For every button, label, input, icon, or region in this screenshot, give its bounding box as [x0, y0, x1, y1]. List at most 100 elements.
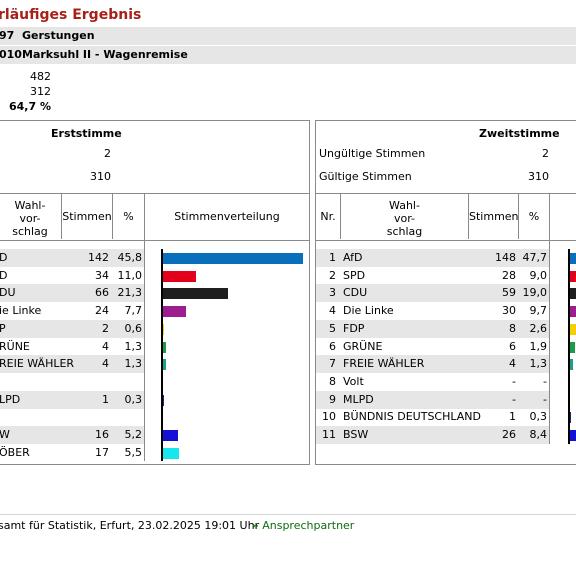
- erst-bar: [162, 323, 164, 335]
- erst-pct: 1,3: [124, 357, 143, 371]
- erst-pct: 45,8: [117, 251, 143, 264]
- zweit-party-name: BSW: [343, 428, 369, 441]
- zweit-nr: 7: [329, 357, 336, 371]
- zweit-row-bg: [316, 355, 550, 374]
- district-code: 010: [0, 48, 22, 61]
- erst-votes: 34: [95, 268, 109, 282]
- erst-party-name: ÖBER: [0, 445, 30, 459]
- zweit-party-name: CDU: [343, 286, 368, 300]
- zweit-party-name: Volt: [343, 374, 364, 388]
- zweit-col-nr: Nr.: [320, 210, 336, 223]
- stat-value-2: 312: [30, 85, 51, 98]
- zweit-valid-label: Gültige Stimmen: [319, 170, 412, 183]
- zweit-invalid-label: Ungültige Stimmen: [319, 147, 426, 160]
- erst-pct: 5,2: [124, 428, 143, 441]
- zweit-pct: 9,7: [529, 304, 548, 318]
- zweit-party-name: GRÜNE: [343, 339, 383, 353]
- erst-bar: [162, 288, 228, 300]
- erst-pct: 5,5: [124, 445, 143, 459]
- zweit-pct: 1,3: [529, 357, 548, 371]
- erst-votes: 2: [102, 321, 109, 335]
- erst-votes: 4: [102, 357, 109, 371]
- zweit-votes: -: [512, 374, 516, 388]
- turnout-value: 64,7 %: [9, 100, 51, 113]
- erst-pct: 7,7: [124, 304, 143, 318]
- zweit-nr: 9: [329, 392, 336, 406]
- erststimme-panel: Erststimme 2 310 Wahl-vor-schlag Stimmen…: [0, 120, 310, 465]
- zweit-nr: 3: [329, 286, 336, 300]
- erst-party-name: ie Linke: [0, 304, 42, 318]
- erst-party-name: REIE WÄHLER: [0, 357, 75, 371]
- zweit-votes: 8: [509, 321, 516, 335]
- zweit-bar: [569, 359, 573, 371]
- erst-bar-axis: [161, 249, 163, 462]
- zweit-party-name: AfD: [343, 251, 363, 264]
- zweit-table-header: Nr. Wahl-vor-schlag Stimmen %: [316, 193, 576, 241]
- zweit-row-bg: [316, 284, 550, 303]
- erst-party-name: D: [0, 267, 7, 285]
- zweit-party-name: FREIE WÄHLER: [343, 357, 425, 371]
- zweit-nr: 6: [329, 339, 336, 353]
- zweit-pct: 47,7: [522, 251, 548, 264]
- zweit-nr: 2: [329, 268, 336, 282]
- municipality-row: 97 Gerstungen: [0, 27, 576, 45]
- erst-votes: 142: [88, 251, 109, 264]
- zweit-col-pct: %: [528, 210, 540, 223]
- zweit-votes: 26: [502, 428, 516, 441]
- zweit-row-bg: [316, 249, 550, 267]
- erst-pct: 1,3: [124, 339, 143, 353]
- municipality-code: 97: [0, 29, 15, 42]
- zweit-bar-axis: [568, 249, 570, 444]
- zweit-votes: -: [512, 392, 516, 406]
- erst-pct: 0,6: [124, 321, 143, 335]
- zweit-party-name: MLPD: [343, 392, 374, 406]
- zweit-votes: 30: [502, 304, 516, 318]
- zweit-party-name: Die Linke: [343, 304, 394, 318]
- zweit-pct: -: [543, 374, 547, 388]
- erst-row-bg: [0, 249, 145, 267]
- zweit-nr: 8: [329, 374, 336, 388]
- erst-votes: [62, 408, 109, 426]
- zweit-bar: [569, 288, 576, 300]
- erst-pct: [113, 408, 142, 426]
- zweit-bar: [569, 253, 576, 264]
- erst-col-vorschlag: Wahl-vor-schlag: [12, 199, 48, 238]
- zweit-party-name: BÜNDNIS DEUTSCHLAND: [343, 410, 481, 424]
- erst-votes: 4: [102, 339, 109, 353]
- zweit-valid-value: 310: [528, 170, 549, 183]
- zweit-nr: 10: [322, 410, 336, 424]
- erst-col-verteilung: Stimmenverteilung: [174, 210, 280, 223]
- erst-valid-value: 310: [90, 170, 111, 183]
- zweit-votes: 1: [509, 410, 516, 424]
- zweit-party-name: SPD: [343, 268, 366, 282]
- district-row: 010 Marksuhl II - Wagenremise: [0, 46, 576, 64]
- zweit-nr: 5: [329, 321, 336, 335]
- zweitstimme-panel: Zweitstimme Ungültige Stimmen 2 Gültige …: [315, 120, 576, 465]
- zweit-pct: 2,6: [529, 321, 548, 335]
- zweit-party-name: FDP: [343, 321, 365, 335]
- zweit-pct: 19,0: [522, 286, 548, 300]
- footer: samt für Statistik, Erfurt, 23.02.2025 1…: [0, 514, 576, 532]
- zweitstimme-title: Zweitstimme: [479, 127, 560, 140]
- erst-party-name: W: [0, 428, 10, 441]
- zweit-col-stimmen: Stimmen: [469, 210, 519, 223]
- footer-source: samt für Statistik, Erfurt, 23.02.2025 1…: [0, 519, 260, 532]
- zweit-col-vorschlag: Wahl-vor-schlag: [386, 199, 423, 238]
- zweit-bar: [569, 412, 571, 424]
- contact-link[interactable]: » Ansprechpartner: [252, 519, 355, 532]
- erst-votes: 17: [95, 445, 109, 459]
- zweit-invalid-value: 2: [542, 147, 549, 160]
- erst-bar: [162, 447, 179, 459]
- zweit-pct: -: [543, 392, 547, 406]
- zweit-nr: 11: [322, 428, 336, 441]
- erst-bar: [162, 306, 186, 318]
- zweit-bar: [569, 270, 576, 282]
- erststimme-title: Erststimme: [51, 127, 122, 140]
- erst-votes: 1: [102, 392, 109, 406]
- erst-table-header: Wahl-vor-schlag Stimmen % Stimmenverteil…: [0, 193, 309, 241]
- erst-row-bg: [0, 319, 145, 338]
- zweit-pct: 9,0: [529, 268, 548, 282]
- municipality-name: Gerstungen: [22, 29, 95, 42]
- zweit-votes: 148: [495, 251, 516, 264]
- zweit-nr: 1: [329, 251, 336, 264]
